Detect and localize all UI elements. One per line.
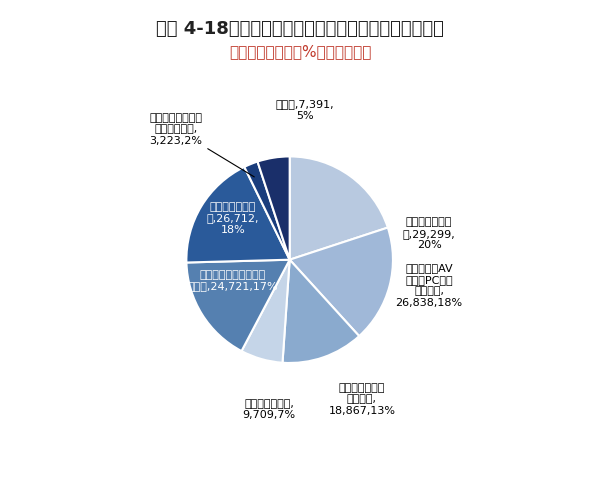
- Wedge shape: [187, 260, 290, 351]
- Wedge shape: [242, 260, 290, 363]
- Text: 自動車、自動二輪
車、パーツ等,
3,223,2%: 自動車、自動二輪 車、パーツ等, 3,223,2%: [149, 113, 254, 177]
- Text: 衣類、服装雑貨
等,26,712,
18%: 衣類、服装雑貨 等,26,712, 18%: [206, 202, 259, 235]
- Wedge shape: [290, 227, 393, 336]
- Text: 書籍、映像・音
楽ソフト,
18,867,13%: 書籍、映像・音 楽ソフト, 18,867,13%: [328, 383, 395, 416]
- Wedge shape: [283, 260, 359, 363]
- Wedge shape: [187, 167, 290, 263]
- Text: 化粧品、医薬品,
9,709,7%: 化粧品、医薬品, 9,709,7%: [242, 399, 296, 420]
- Text: 生活家電、AV
機器、PC・周
辺機器等,
26,838,18%: 生活家電、AV 機器、PC・周 辺機器等, 26,838,18%: [395, 263, 463, 308]
- Wedge shape: [290, 156, 388, 260]
- Wedge shape: [257, 156, 290, 260]
- Wedge shape: [244, 162, 290, 260]
- Text: その他,7,391,
5%: その他,7,391, 5%: [276, 99, 334, 121]
- Text: 図表 4-18：物販系分野内での各カテゴリーの構成比率: 図表 4-18：物販系分野内での各カテゴリーの構成比率: [156, 20, 444, 38]
- Text: （単位：億円）（%は構成比率）: （単位：億円）（%は構成比率）: [229, 44, 371, 59]
- Text: 生活雑貨、家具、イン
テリア,24,721,17%: 生活雑貨、家具、イン テリア,24,721,17%: [188, 270, 278, 291]
- Text: 食品、飲料、酒
類,29,299,
20%: 食品、飲料、酒 類,29,299, 20%: [403, 217, 455, 250]
